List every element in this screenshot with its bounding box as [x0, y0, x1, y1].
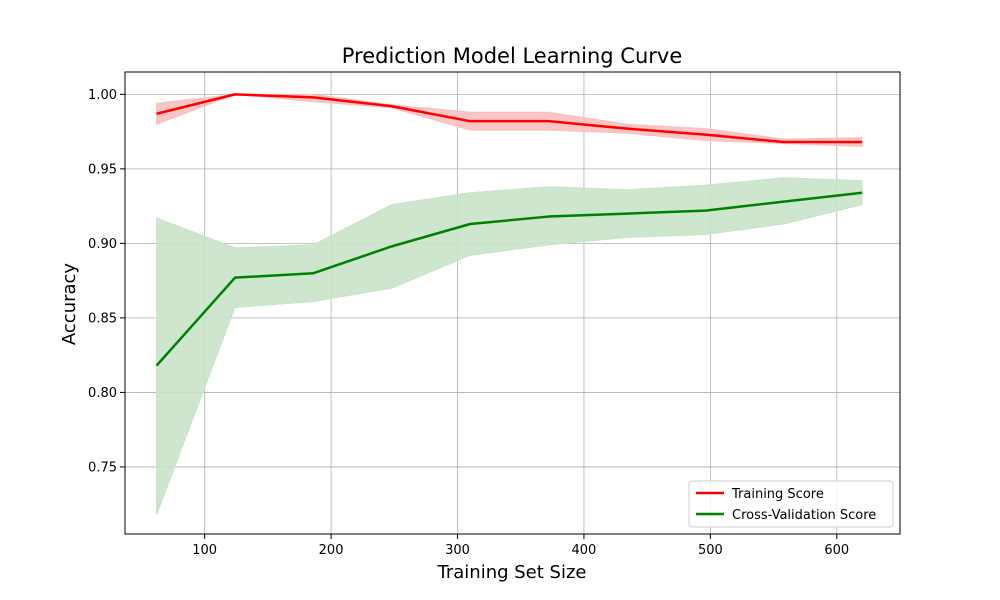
x-tick-label: 300: [445, 543, 470, 558]
x-axis-ticks: 100 200 300 400 500 600: [192, 534, 849, 558]
plot-frame: [124, 71, 901, 535]
x-tick-label: 400: [572, 543, 597, 558]
band-cross-validation: [156, 177, 863, 515]
line-training: [156, 93, 863, 144]
x-tick-label: 600: [824, 543, 849, 558]
x-tick-label: 100: [192, 543, 217, 558]
y-tick-label: 0.85: [88, 311, 117, 326]
y-tick-label: 0.90: [88, 237, 117, 252]
legend-label-training: Training Score: [731, 487, 824, 502]
chart-title: Prediction Model Learning Curve: [342, 44, 683, 68]
legend: Training Score Cross-Validation Score: [688, 480, 894, 528]
x-tick-label: 500: [698, 543, 723, 558]
series-lines: [155, 93, 863, 367]
x-axis-label: Training Set Size: [437, 562, 587, 583]
legend-label-cross-validation: Cross-Validation Score: [732, 508, 876, 523]
legend-box: [688, 480, 894, 528]
y-tick-label: 1.00: [88, 88, 117, 103]
x-tick-label: 200: [319, 543, 344, 558]
y-axis-ticks: 0.75 0.80 0.85 0.90 0.95 1.00: [88, 88, 125, 475]
line-cross-validation: [155, 191, 863, 367]
y-tick-label: 0.95: [88, 162, 117, 177]
y-tick-label: 0.75: [88, 460, 117, 475]
y-tick-label: 0.80: [88, 386, 117, 401]
y-axis-label: Accuracy: [59, 263, 80, 346]
